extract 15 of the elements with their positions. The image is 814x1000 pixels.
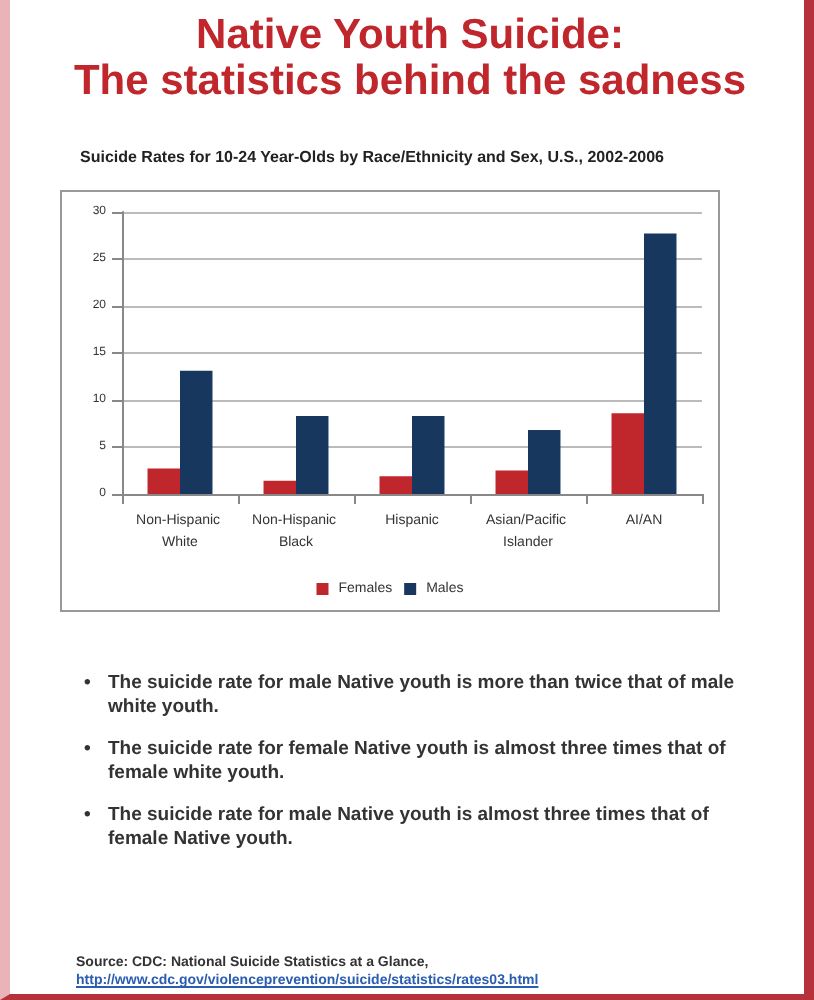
bar	[180, 370, 213, 494]
bar	[412, 415, 445, 494]
bar	[296, 415, 329, 494]
bar	[495, 470, 528, 494]
bar	[263, 480, 296, 494]
bar	[379, 476, 412, 494]
text: • The suicide rate for male Native youth is more than twice that of male white youth.	[84, 672, 735, 718]
text: • The suicide rate for male Native youth is almost three times that of female Native youth.	[84, 804, 709, 850]
text: • The suicide rate for female Native youth is almost three times that of female white youth.	[84, 738, 726, 784]
bar	[644, 233, 677, 494]
bar	[528, 430, 561, 494]
chart-title: Native Youth Suicide: The statistics behind the sadness	[71, 12, 749, 104]
bar	[611, 413, 644, 494]
bar	[147, 468, 180, 494]
chart-subtitle: Suicide Rates for 10-24 Year-Olds by Race/Ethnicity and Sex, U.S., 2002-2006	[80, 148, 664, 166]
